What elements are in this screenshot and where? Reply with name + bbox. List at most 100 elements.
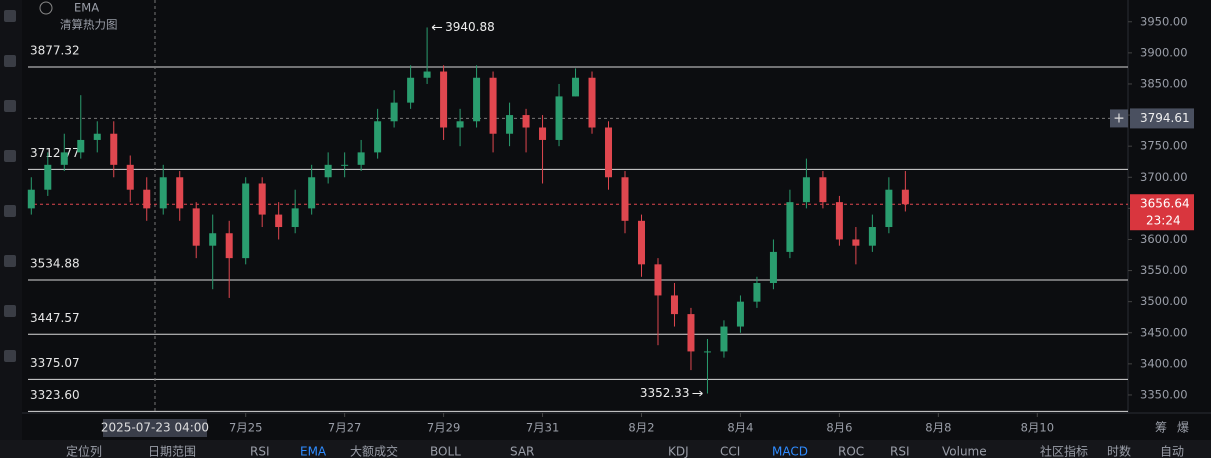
candle-body	[802, 177, 810, 203]
crosshair-x-label: 2025-07-23 04:00	[101, 421, 209, 435]
x-tick-label: 7月29	[427, 421, 460, 435]
candle-body	[93, 133, 101, 140]
candle-body	[786, 202, 794, 252]
y-tick-label: 3550.00	[1140, 263, 1188, 277]
candle-body	[308, 177, 316, 209]
candle-body	[522, 115, 530, 128]
sub-indicator-button[interactable]: RSI	[890, 445, 910, 458]
candle-body	[703, 351, 711, 353]
indicator-button[interactable]: BOLL	[430, 445, 461, 458]
candle-body	[225, 233, 233, 259]
toolbar-button[interactable]: 日期范围	[148, 445, 196, 458]
level-label: 3534.88	[30, 256, 80, 270]
candle-body	[324, 164, 332, 178]
candle-body	[506, 115, 514, 134]
last-price-label: 3656.64	[1140, 197, 1190, 211]
y-tick-label: 3950.00	[1140, 14, 1188, 28]
candle-body	[209, 233, 217, 246]
candle-body	[753, 283, 761, 302]
y-tick-label: 3900.00	[1140, 45, 1188, 59]
sub-indicator-button[interactable]: MACD	[772, 445, 808, 458]
y-tick-label: 3400.00	[1140, 356, 1188, 370]
candle-body	[258, 183, 266, 215]
indicator-label: EMA	[74, 1, 99, 15]
candle-body	[357, 152, 365, 165]
candle-body	[291, 208, 299, 228]
y-tick-label: 3600.00	[1140, 232, 1188, 246]
candle-body	[720, 326, 728, 352]
y-tick-label: 3450.00	[1140, 325, 1188, 339]
sub-indicator-button[interactable]: KDJ	[668, 445, 689, 458]
x-tick-label: 8月8	[925, 421, 951, 435]
side-button[interactable]: 筹	[1155, 421, 1167, 435]
candle-body	[126, 164, 134, 190]
candle-body	[176, 177, 184, 209]
candle-body	[390, 102, 398, 122]
x-tick-label: 8月10	[1021, 421, 1054, 435]
low-arrow	[692, 390, 703, 397]
candle-body	[159, 177, 167, 209]
crosshair-y-tag	[1130, 108, 1194, 129]
crosshair-x-tag	[102, 419, 207, 437]
candle-body	[110, 133, 118, 165]
candle-body	[77, 139, 85, 153]
candle-body	[621, 177, 629, 221]
high-label: 3940.88	[445, 20, 495, 34]
toolbar-right-button[interactable]: 社区指标	[1040, 444, 1088, 458]
candle-body	[555, 96, 563, 140]
tool-icons	[4, 10, 16, 362]
sub-indicator-button[interactable]: ROC	[838, 445, 864, 458]
toolbar-button[interactable]: 定位列	[66, 444, 102, 458]
x-tick-label: 8月2	[628, 421, 654, 435]
bottom-toolbar	[0, 440, 1211, 458]
candle-body	[819, 177, 827, 203]
sub-indicator-button[interactable]: CCI	[720, 445, 740, 458]
level-label: 3375.07	[30, 356, 80, 370]
candle-body	[242, 183, 250, 259]
y-tick-label: 3350.00	[1140, 387, 1188, 401]
candle-body	[473, 77, 481, 122]
candle-body	[374, 121, 382, 153]
x-tick-label: 8月6	[826, 421, 852, 435]
countdown: 23:24	[1146, 214, 1181, 228]
candle-body	[539, 127, 547, 140]
last-price-tag	[1130, 194, 1194, 231]
x-tick-label: 7月31	[526, 421, 559, 435]
candle-body	[423, 71, 431, 78]
toolbar-right-button[interactable]: 时数	[1107, 444, 1131, 458]
crosshair-add-icon: +	[1113, 110, 1125, 126]
level-label: 3712.77	[30, 146, 80, 160]
y-tick-label: 3850.00	[1140, 76, 1188, 90]
candle-body	[901, 189, 909, 205]
candle-body	[192, 208, 200, 246]
x-tick-label: 7月25	[229, 421, 262, 435]
low-label: 3352.33	[640, 386, 690, 400]
candle-body	[407, 77, 415, 103]
indicator-button[interactable]: RSI	[250, 445, 270, 458]
candle-body	[654, 264, 662, 296]
candle-body	[852, 239, 860, 246]
indicator-button[interactable]: SAR	[510, 445, 534, 458]
side-button[interactable]: 爆	[1177, 421, 1189, 435]
candle-body	[572, 77, 580, 97]
y-tick-label: 3750.00	[1140, 139, 1188, 153]
indicator-button[interactable]: 大额成交	[350, 444, 398, 458]
y-tick-label: 3700.00	[1140, 170, 1188, 184]
sub-indicator-button[interactable]: Volume	[942, 445, 987, 458]
x-tick-label: 8月4	[727, 421, 753, 435]
crosshair-add-button[interactable]	[1110, 109, 1128, 128]
candle-body	[769, 251, 777, 284]
collapse-icon[interactable]	[39, 1, 53, 15]
candle-body	[588, 77, 596, 128]
toolbar-right-button[interactable]: 自动	[1160, 445, 1184, 458]
level-label: 3323.60	[30, 388, 80, 402]
heatmap-label: 清算热力图	[60, 18, 118, 32]
candle-body	[885, 189, 893, 228]
candle-body	[456, 121, 464, 128]
crosshair-y-label: 3794.61	[1140, 111, 1190, 125]
candle-body	[275, 214, 283, 228]
candle-body	[489, 77, 497, 134]
indicator-button[interactable]: EMA	[300, 445, 327, 458]
